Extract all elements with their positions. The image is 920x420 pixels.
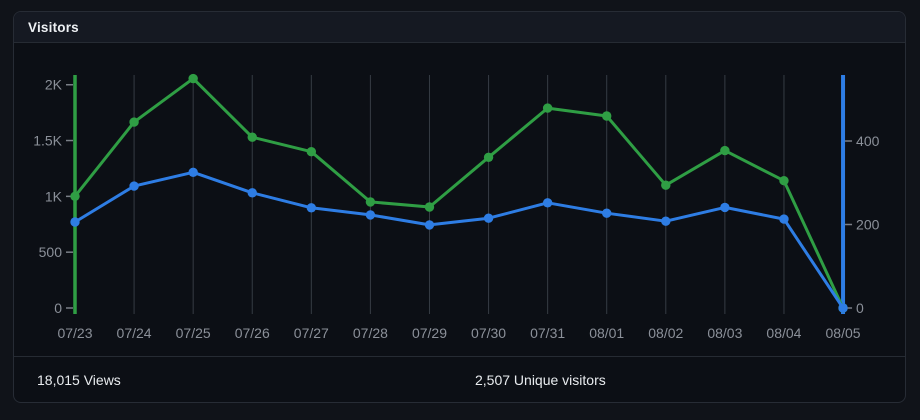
x-axis-label: 08/04 (766, 325, 801, 341)
x-axis-label: 07/30 (471, 325, 506, 341)
data-point-views (247, 132, 257, 142)
data-point-unique-visitors (483, 213, 494, 223)
series-line-views (73, 77, 845, 310)
x-axis-label: 07/24 (117, 325, 152, 341)
left-axis-tick-label: 1K (45, 188, 63, 204)
data-point-views (542, 103, 553, 113)
left-axis-tick-label: 500 (39, 244, 63, 260)
visitors-chart: 07/23 07/24 07/25 07/26 07/27 07/28 07/29 07/30… (33, 73, 880, 341)
data-point-views (483, 152, 494, 162)
data-point-views (779, 176, 789, 186)
x-axis-label: 07/27 (294, 325, 329, 341)
left-axis-tick-label: 1.5K (33, 133, 62, 149)
data-point-views (602, 111, 612, 121)
right-axis-tick-label: 400 (856, 133, 880, 149)
x-axis-label: 08/03 (707, 325, 742, 341)
unique-visitors-total-stat: 2,507 Unique visitors (475, 371, 606, 388)
card-title: Visitors (28, 19, 79, 35)
right-axis-tick-label: 200 (856, 217, 880, 233)
data-point-views (365, 197, 376, 207)
data-point-unique-visitors (661, 216, 671, 226)
x-axis-label: 07/23 (57, 325, 92, 341)
data-point-views (188, 73, 198, 84)
card-header: Visitors (14, 12, 905, 43)
left-axis-tick-label: 2K (45, 77, 63, 93)
data-point-views (129, 117, 139, 127)
data-point-unique-visitors (602, 208, 612, 218)
data-point-views (70, 191, 80, 201)
x-axis-label: 08/01 (589, 325, 624, 341)
data-point-views (306, 147, 317, 157)
card-footer: 18,015 Views 2,507 Unique visitors (14, 356, 905, 402)
data-point-unique-visitors (542, 198, 553, 208)
series-line-unique-visitors (73, 170, 845, 310)
data-point-unique-visitors (247, 188, 257, 198)
data-point-views (661, 180, 671, 190)
data-point-unique-visitors (306, 203, 317, 213)
x-axis-label: 07/26 (235, 325, 270, 341)
x-axis-label: 08/05 (826, 325, 861, 341)
x-axis-label: 07/31 (530, 325, 565, 341)
data-point-unique-visitors (70, 217, 80, 227)
data-point-views (424, 202, 435, 212)
data-point-unique-visitors (424, 220, 435, 230)
data-point-unique-visitors (720, 202, 730, 213)
data-point-unique-visitors (365, 210, 376, 220)
chart-area: 07/23 07/24 07/25 07/26 07/27 07/28 07/29 07/30… (14, 43, 905, 356)
left-axis-tick-label: 0 (54, 300, 62, 316)
x-axis-label: 08/02 (648, 325, 683, 341)
x-axis-label: 07/25 (176, 325, 211, 341)
views-total-stat: 18,015 Views (37, 371, 121, 388)
data-point-unique-visitors (838, 303, 848, 313)
x-axis-label: 07/29 (412, 325, 447, 341)
right-axis-tick-label: 0 (856, 300, 864, 316)
x-axis-label: 07/28 (353, 325, 388, 341)
data-point-unique-visitors (779, 214, 789, 224)
visitors-card: Visitors 07/23 07/24 07/25 07/26 07/27 07/28 0… (13, 11, 906, 403)
data-point-unique-visitors (129, 181, 139, 191)
data-point-views (720, 145, 730, 156)
data-point-unique-visitors (188, 167, 198, 177)
